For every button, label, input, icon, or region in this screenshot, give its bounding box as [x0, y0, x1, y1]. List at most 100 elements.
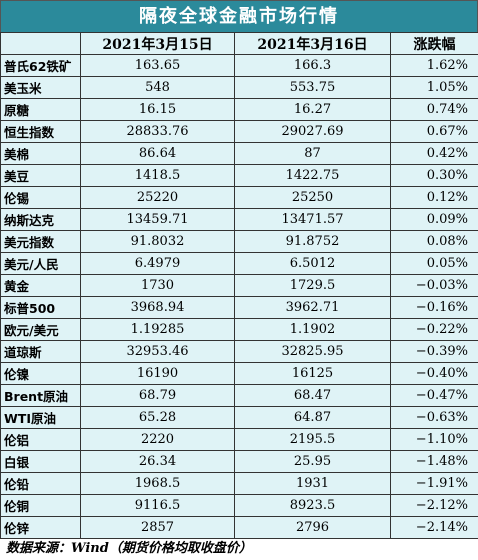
- row-name-cell: 黄金: [0, 274, 81, 297]
- table-row: 道琼斯 32953.46 32825.95 −0.39%: [0, 340, 478, 363]
- table-row: 伦锡 25220 25250 0.12%: [0, 186, 478, 209]
- value-date-1-cell: 1968.5: [80, 472, 235, 495]
- change-cell: 0.09%: [390, 208, 478, 231]
- change-cell: −2.12%: [390, 494, 478, 517]
- table-row: 美元指数 91.8032 91.8752 0.08%: [0, 230, 478, 253]
- row-name-cell: 原糖: [0, 98, 81, 121]
- table-row: WTI原油 65.28 64.87 −0.63%: [0, 406, 478, 429]
- value-date-2-cell: 25.95: [234, 450, 391, 473]
- value-date-1-cell: 1418.5: [80, 164, 235, 187]
- row-name-cell: 伦锡: [0, 186, 81, 209]
- change-cell: 0.12%: [390, 186, 478, 209]
- value-date-2-cell: 1.1902: [234, 318, 391, 341]
- header-date-1: 2021年3月15日: [80, 32, 235, 55]
- value-date-1-cell: 32953.46: [80, 340, 235, 363]
- value-date-2-cell: 166.3: [234, 54, 391, 77]
- value-date-2-cell: 6.5012: [234, 252, 391, 275]
- value-date-2-cell: 87: [234, 142, 391, 165]
- table-row: 纳斯达克 13459.71 13471.57 0.09%: [0, 208, 478, 231]
- header-change: 涨跌幅: [390, 32, 478, 55]
- change-cell: −1.91%: [390, 472, 478, 495]
- change-cell: 1.62%: [390, 54, 478, 77]
- row-name-cell: 美元指数: [0, 230, 81, 253]
- value-date-1-cell: 2857: [80, 516, 235, 539]
- table-row: 美棉 86.64 87 0.42%: [0, 142, 478, 165]
- table-title: 隔夜全球金融市场行情: [0, 0, 478, 33]
- value-date-2-cell: 2796: [234, 516, 391, 539]
- change-cell: 0.05%: [390, 252, 478, 275]
- change-cell: 0.42%: [390, 142, 478, 165]
- value-date-1-cell: 91.8032: [80, 230, 235, 253]
- change-cell: −1.10%: [390, 428, 478, 451]
- value-date-2-cell: 29027.69: [234, 120, 391, 143]
- value-date-2-cell: 1422.75: [234, 164, 391, 187]
- table-row: 标普500 3968.94 3962.71 −0.16%: [0, 296, 478, 319]
- table-row: 伦铝 2220 2195.5 −1.10%: [0, 428, 478, 451]
- row-name-cell: 伦铜: [0, 494, 81, 517]
- value-date-1-cell: 68.79: [80, 384, 235, 407]
- value-date-2-cell: 16125: [234, 362, 391, 385]
- table-row: 黄金 1730 1729.5 −0.03%: [0, 274, 478, 297]
- value-date-2-cell: 25250: [234, 186, 391, 209]
- change-cell: 0.74%: [390, 98, 478, 121]
- header-name: [0, 32, 81, 55]
- table-row: 原糖 16.15 16.27 0.74%: [0, 98, 478, 121]
- row-name-cell: 普氏62铁矿: [0, 54, 81, 77]
- change-cell: 0.08%: [390, 230, 478, 253]
- value-date-2-cell: 13471.57: [234, 208, 391, 231]
- change-cell: 0.30%: [390, 164, 478, 187]
- change-cell: −1.48%: [390, 450, 478, 473]
- value-date-2-cell: 68.47: [234, 384, 391, 407]
- table-row: 美元/人民 6.4979 6.5012 0.05%: [0, 252, 478, 275]
- value-date-2-cell: 8923.5: [234, 494, 391, 517]
- table-row: 美豆 1418.5 1422.75 0.30%: [0, 164, 478, 187]
- value-date-2-cell: 2195.5: [234, 428, 391, 451]
- row-name-cell: 美棉: [0, 142, 81, 165]
- value-date-1-cell: 26.34: [80, 450, 235, 473]
- table-row: 伦镍 16190 16125 −0.40%: [0, 362, 478, 385]
- value-date-1-cell: 2220: [80, 428, 235, 451]
- row-name-cell: 白银: [0, 450, 81, 473]
- change-cell: −0.40%: [390, 362, 478, 385]
- market-table: 2021年3月15日 2021年3月16日 涨跌幅 普氏62铁矿 163.65 16…: [0, 32, 478, 539]
- value-date-1-cell: 65.28: [80, 406, 235, 429]
- table-row: 欧元/美元 1.19285 1.1902 −0.22%: [0, 318, 478, 341]
- value-date-2-cell: 3962.71: [234, 296, 391, 319]
- value-date-1-cell: 6.4979: [80, 252, 235, 275]
- value-date-2-cell: 1931: [234, 472, 391, 495]
- value-date-2-cell: 1729.5: [234, 274, 391, 297]
- row-name-cell: 美豆: [0, 164, 81, 187]
- row-name-cell: 标普500: [0, 296, 81, 319]
- table-row: 普氏62铁矿 163.65 166.3 1.62%: [0, 54, 478, 77]
- value-date-2-cell: 553.75: [234, 76, 391, 99]
- change-cell: −0.22%: [390, 318, 478, 341]
- value-date-1-cell: 1730: [80, 274, 235, 297]
- value-date-1-cell: 16.15: [80, 98, 235, 121]
- row-name-cell: 欧元/美元: [0, 318, 81, 341]
- value-date-1-cell: 13459.71: [80, 208, 235, 231]
- table-row: Brent原油 68.79 68.47 −0.47%: [0, 384, 478, 407]
- value-date-2-cell: 16.27: [234, 98, 391, 121]
- change-cell: 0.67%: [390, 120, 478, 143]
- row-name-cell: 道琼斯: [0, 340, 81, 363]
- change-cell: −0.16%: [390, 296, 478, 319]
- value-date-1-cell: 548: [80, 76, 235, 99]
- table-row: 白银 26.34 25.95 −1.48%: [0, 450, 478, 473]
- change-cell: −0.63%: [390, 406, 478, 429]
- row-name-cell: 伦铝: [0, 428, 81, 451]
- value-date-1-cell: 1.19285: [80, 318, 235, 341]
- value-date-1-cell: 3968.94: [80, 296, 235, 319]
- value-date-1-cell: 28833.76: [80, 120, 235, 143]
- row-name-cell: 伦镍: [0, 362, 81, 385]
- header-row: 2021年3月15日 2021年3月16日 涨跌幅: [0, 32, 478, 55]
- value-date-1-cell: 163.65: [80, 54, 235, 77]
- row-name-cell: 伦铅: [0, 472, 81, 495]
- table-row: 伦铅 1968.5 1931 −1.91%: [0, 472, 478, 495]
- change-cell: −2.14%: [390, 516, 478, 539]
- row-name-cell: WTI原油: [0, 406, 81, 429]
- change-cell: −0.47%: [390, 384, 478, 407]
- row-name-cell: 纳斯达克: [0, 208, 81, 231]
- value-date-1-cell: 9116.5: [80, 494, 235, 517]
- value-date-2-cell: 32825.95: [234, 340, 391, 363]
- source-note: 数据来源：Wind（期货价格均取收盘价）: [6, 541, 252, 556]
